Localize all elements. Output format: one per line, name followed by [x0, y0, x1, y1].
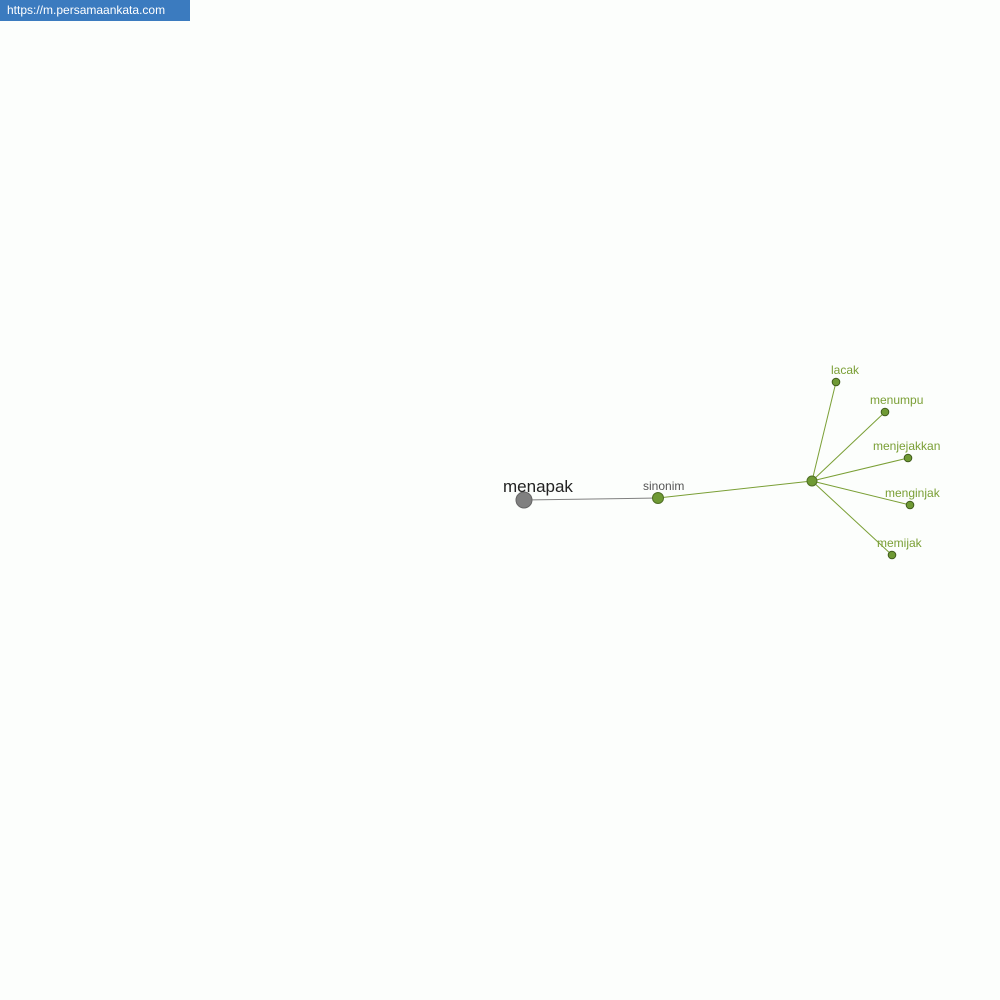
leaf-label[interactable]: menginjak: [885, 486, 941, 500]
leaf-label[interactable]: menumpu: [870, 393, 923, 407]
edge-sinonim-hub: [657, 480, 813, 499]
site-url-banner[interactable]: https://m.persamaankata.com: [0, 0, 190, 21]
edge-root-sinonim: [523, 497, 659, 501]
leaf-label[interactable]: menjejakkan: [873, 439, 940, 453]
leaf-node[interactable]: [905, 500, 915, 510]
leaf-node[interactable]: [831, 377, 841, 387]
relation-node[interactable]: [652, 492, 664, 504]
hub-node: [806, 475, 818, 487]
leaf-node[interactable]: [887, 550, 897, 560]
root-label[interactable]: menapak: [503, 477, 573, 496]
relation-label[interactable]: sinonim: [643, 479, 684, 493]
leaf-node[interactable]: [880, 407, 890, 417]
leaf-node[interactable]: [903, 453, 913, 463]
edge-hub-lacak: [811, 381, 837, 482]
edge-hub-menumpu: [811, 411, 886, 482]
edge-hub-menginjak: [811, 480, 911, 506]
leaf-label[interactable]: memijak: [877, 536, 923, 550]
edge-hub-menjejakkan: [811, 457, 909, 482]
edge-hub-memijak: [811, 480, 893, 556]
leaf-label[interactable]: lacak: [831, 363, 860, 377]
root-node[interactable]: [515, 491, 533, 509]
